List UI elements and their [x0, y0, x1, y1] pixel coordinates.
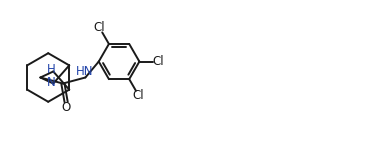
Text: O: O — [62, 101, 71, 114]
Text: Cl: Cl — [152, 55, 164, 68]
Text: H
N: H N — [47, 63, 55, 89]
Text: HN: HN — [76, 65, 94, 78]
Text: Cl: Cl — [94, 21, 105, 34]
Text: Cl: Cl — [133, 89, 144, 102]
